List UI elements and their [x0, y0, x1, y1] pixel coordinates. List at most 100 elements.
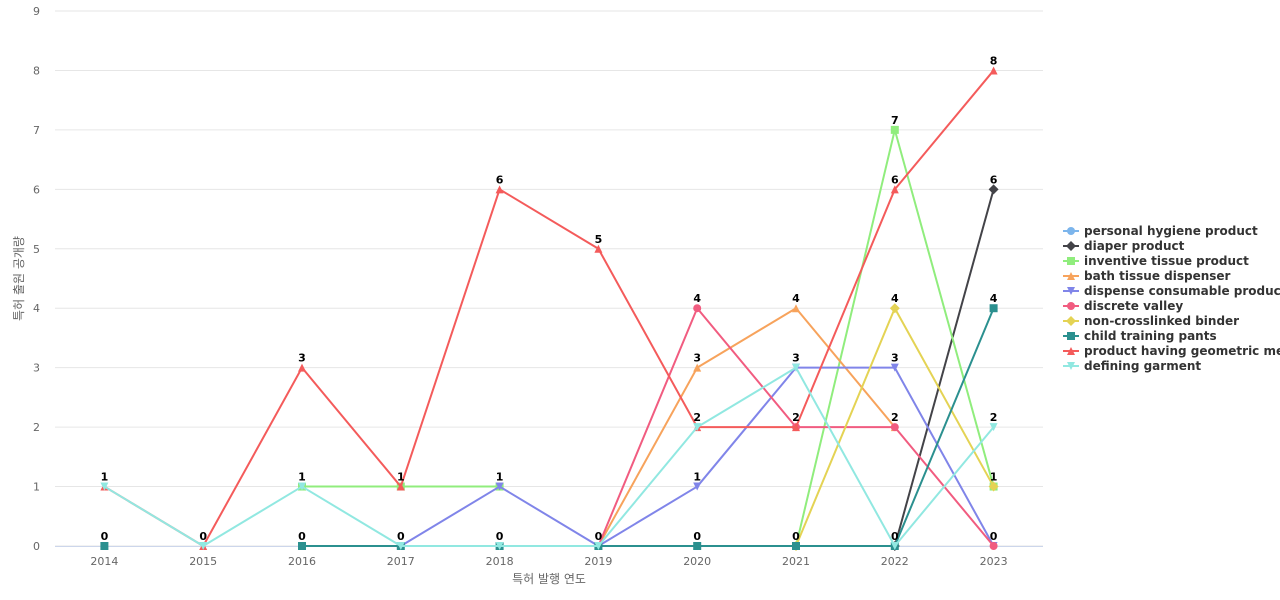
data-label: 0	[891, 530, 899, 543]
legend-label: personal hygiene product	[1084, 224, 1258, 238]
series-point[interactable]	[298, 482, 306, 491]
x-tick-label: 2014	[90, 555, 118, 568]
data-label: 0	[792, 530, 800, 543]
legend-marker	[1067, 257, 1075, 265]
series-point[interactable]	[594, 542, 603, 550]
y-axis-title: 특허 출원 공개량	[12, 236, 26, 321]
series-point[interactable]	[693, 363, 702, 372]
series-point[interactable]	[792, 542, 800, 550]
series-point[interactable]	[792, 363, 800, 372]
x-tick-label: 2022	[881, 555, 909, 568]
legend-item[interactable]: diaper product	[1063, 239, 1185, 253]
series-point[interactable]	[199, 542, 208, 550]
series-point[interactable]	[495, 542, 504, 550]
data-label: 4	[891, 292, 899, 305]
legend-label: product having geometric me...	[1084, 344, 1280, 358]
x-tick-label: 2015	[189, 555, 217, 568]
series-point[interactable]	[693, 482, 702, 491]
series-point[interactable]	[298, 542, 306, 550]
legend-item[interactable]: bath tissue dispenser	[1063, 269, 1231, 283]
series-point[interactable]	[693, 542, 702, 550]
data-label: 8	[990, 54, 998, 67]
y-axis-ticks: 0 1 2 3 4 5 6 7 8 9	[33, 5, 40, 553]
series-8	[100, 66, 998, 550]
legend-item[interactable]: discrete valley	[1063, 299, 1183, 313]
x-tick-label: 2020	[683, 555, 711, 568]
x-tick-label: 2017	[387, 555, 415, 568]
legend-item[interactable]: defining garment	[1063, 359, 1201, 373]
legend-marker	[1067, 332, 1075, 340]
legend-marker	[1067, 302, 1075, 310]
x-axis-ticks: 2014 2015 2016 2017 2018 2019 2020 2021 2022 2023	[90, 555, 1007, 568]
data-label: 1	[496, 471, 504, 484]
legend-marker	[1067, 362, 1075, 370]
data-label: 2	[990, 411, 998, 424]
series-point[interactable]	[594, 244, 603, 253]
series-point[interactable]	[890, 542, 899, 550]
legend-item[interactable]: personal hygiene product	[1063, 224, 1258, 238]
y-tick-label: 8	[33, 64, 40, 77]
y-tick-label: 7	[33, 124, 40, 137]
series-point[interactable]	[792, 423, 800, 432]
data-label: 3	[693, 352, 701, 365]
data-label: 1	[990, 471, 998, 484]
series-9	[100, 363, 998, 550]
data-label: 0	[101, 530, 109, 543]
series-point[interactable]	[396, 482, 405, 491]
series-point[interactable]	[100, 482, 109, 491]
legend-item[interactable]: inventive tissue product	[1063, 254, 1249, 268]
series-point[interactable]	[989, 304, 998, 313]
data-label: 1	[101, 471, 109, 484]
series-point[interactable]	[792, 304, 800, 313]
series-point[interactable]	[396, 542, 405, 550]
series-point[interactable]	[890, 185, 899, 194]
data-label: 2	[792, 411, 800, 424]
series-point[interactable]	[890, 423, 899, 432]
series-point[interactable]	[989, 66, 998, 75]
series-line	[399, 366, 995, 547]
y-tick-label: 4	[33, 302, 40, 315]
series-point[interactable]	[988, 184, 999, 195]
data-label: 4	[990, 292, 998, 305]
legend-label: dispense consumable product	[1084, 284, 1280, 298]
series-point[interactable]	[889, 303, 900, 314]
series-point[interactable]	[890, 363, 899, 372]
y-tick-label: 2	[33, 421, 40, 434]
legend-marker	[1067, 347, 1075, 355]
data-label: 2	[891, 411, 899, 424]
legend-item[interactable]: product having geometric me...	[1063, 344, 1280, 358]
series-point[interactable]	[495, 185, 504, 194]
series-line	[893, 188, 995, 547]
data-label: 0	[298, 530, 306, 543]
x-tick-label: 2019	[584, 555, 612, 568]
data-label: 4	[693, 292, 701, 305]
data-label: 0	[397, 530, 405, 543]
data-label: 1	[397, 471, 405, 484]
legend-marker	[1067, 272, 1075, 280]
y-tick-label: 5	[33, 243, 40, 256]
legend-label: diaper product	[1084, 239, 1185, 253]
series-point[interactable]	[989, 423, 998, 432]
series-point[interactable]	[693, 423, 702, 432]
series-point[interactable]	[495, 482, 504, 491]
legend-item[interactable]: dispense consumable product	[1063, 284, 1280, 298]
series-point[interactable]	[100, 542, 109, 550]
series-point[interactable]	[298, 363, 306, 372]
series-point[interactable]	[890, 125, 899, 134]
legend-label: child training pants	[1084, 329, 1217, 343]
series-point[interactable]	[988, 481, 999, 492]
y-tick-label: 1	[33, 481, 40, 494]
x-tick-label: 2021	[782, 555, 810, 568]
legend-label: inventive tissue product	[1084, 254, 1249, 268]
legend-item[interactable]: non-crosslinked binder	[1063, 314, 1239, 328]
data-label: 1	[298, 471, 306, 484]
data-label: 6	[496, 173, 504, 186]
legend-item[interactable]: child training pants	[1063, 329, 1217, 343]
series-point[interactable]	[989, 542, 998, 550]
legend-label: bath tissue dispenser	[1084, 269, 1231, 283]
series-point[interactable]	[693, 304, 702, 313]
x-tick-label: 2023	[980, 555, 1008, 568]
data-label: 0	[990, 530, 998, 543]
